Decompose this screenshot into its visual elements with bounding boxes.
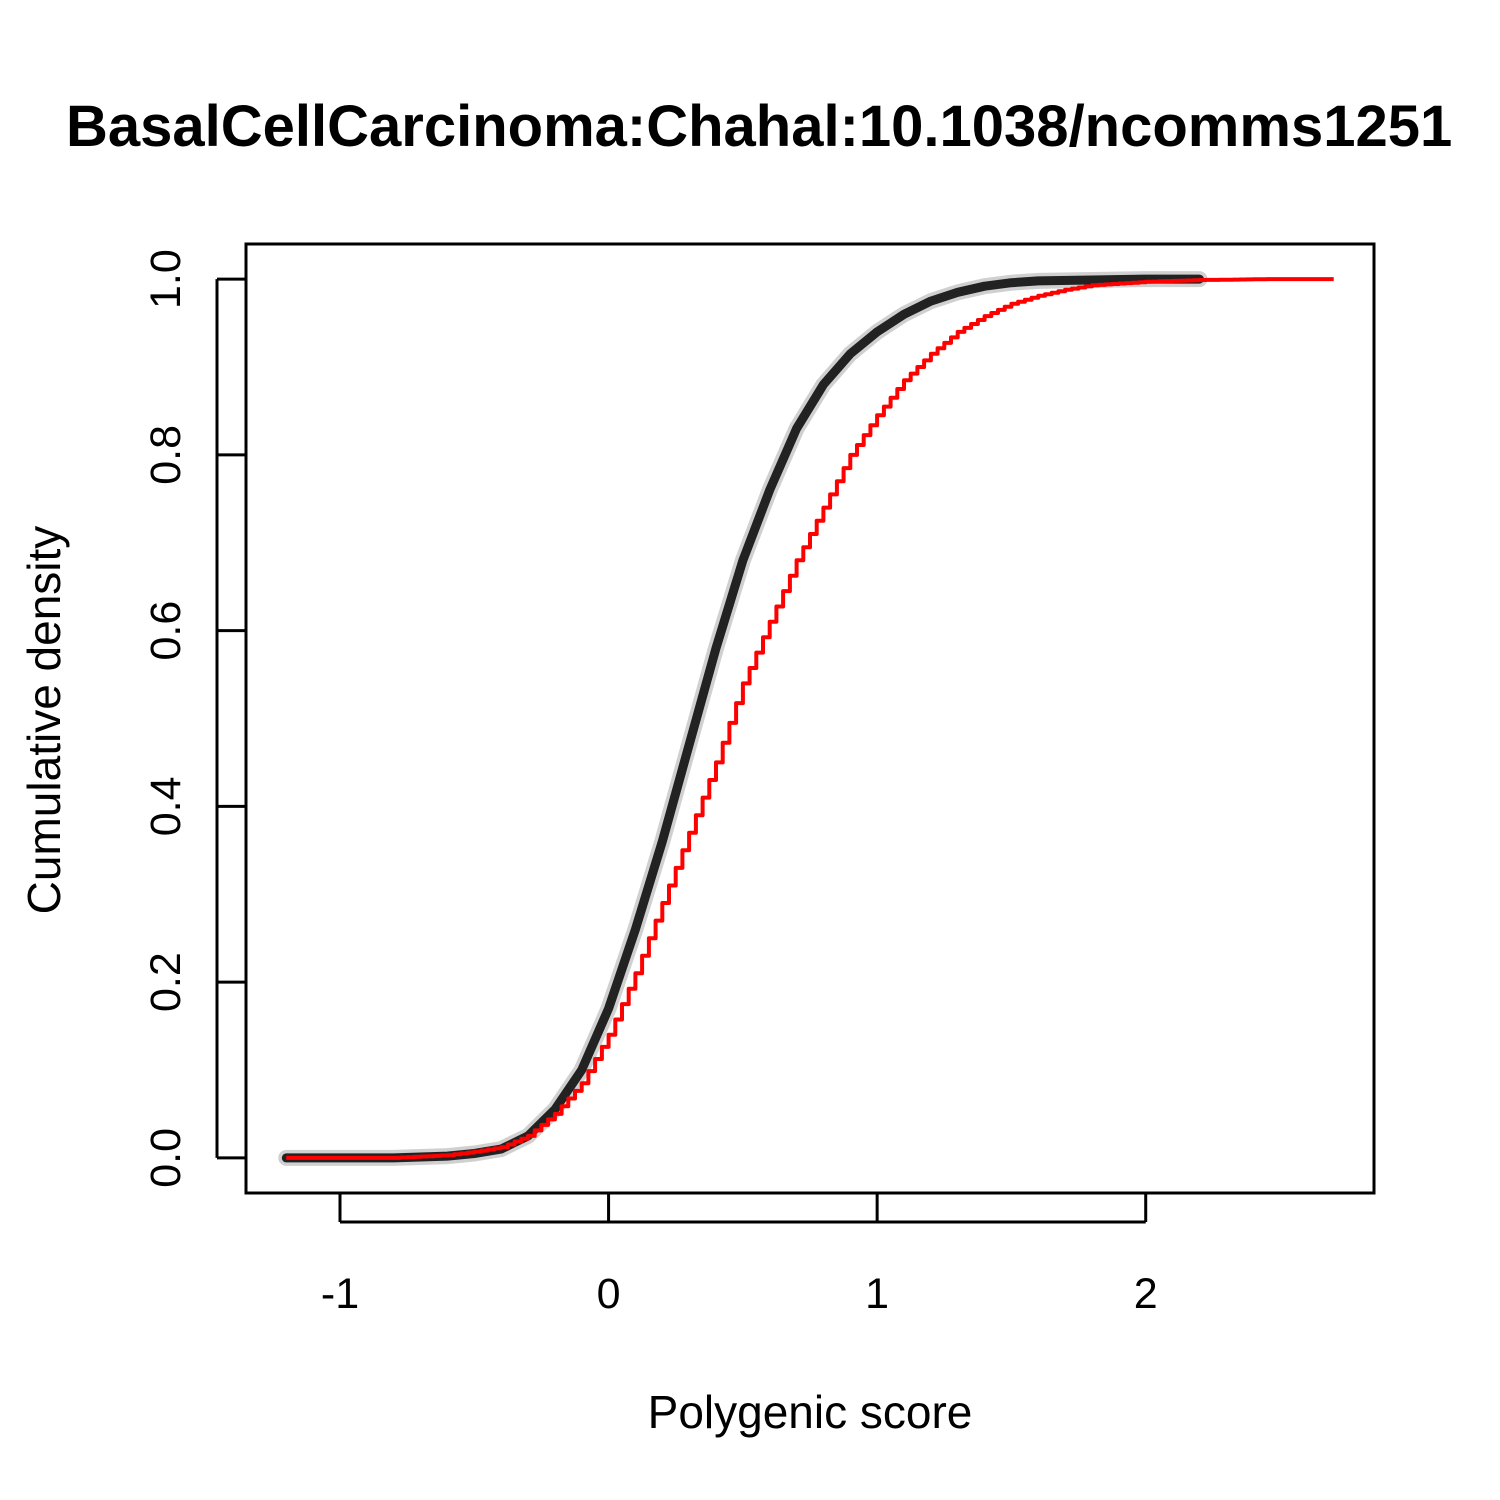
x-tick-label: 2 [1134,1270,1158,1318]
x-axis-label: Polygenic score [648,1386,973,1438]
series-layer [278,271,1334,1166]
y-tick-label: 0.8 [142,425,190,485]
y-tick-label: 1.0 [142,249,190,309]
x-tick-label: 1 [865,1270,889,1318]
x-tick-label: 0 [597,1270,621,1318]
chart-title: BasalCellCarcinoma:Chahal:10.1038/ncomms… [66,94,1452,159]
y-axis-label: Cumulative density [18,526,70,915]
y-tick-label: 0.6 [142,601,190,661]
x-axis: -1 0 1 2 [321,1193,1158,1318]
series-band-black [278,271,1208,1166]
y-tick-label: 0.0 [142,1128,190,1188]
series-line-red [286,277,1334,1160]
series-line-black [281,274,1204,1163]
y-axis: 0.0 0.2 0.4 0.6 0.8 1.0 [142,249,246,1188]
x-tick-label: -1 [321,1270,359,1318]
plot-frame [244,242,1376,1195]
y-tick-label: 0.2 [142,952,190,1012]
y-tick-label: 0.4 [142,776,190,836]
